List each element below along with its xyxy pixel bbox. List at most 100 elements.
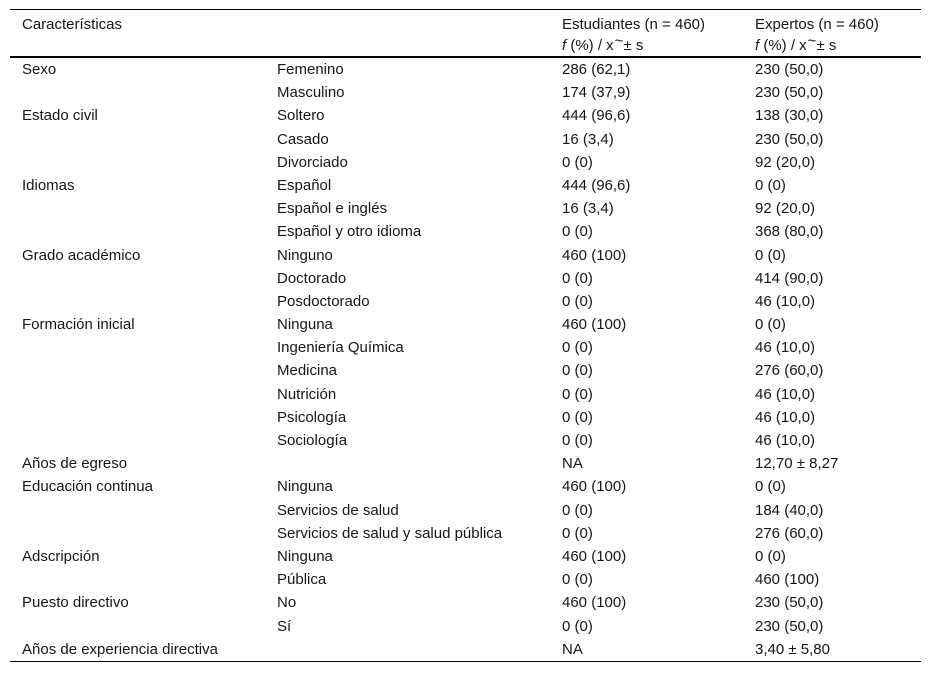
category-cell: Ninguna bbox=[277, 547, 333, 565]
group-label-cell bbox=[10, 336, 277, 359]
group-label-cell bbox=[10, 359, 277, 382]
stat-mean-bar: ~ bbox=[614, 32, 624, 50]
experts-value-cell: 230 (50,0) bbox=[755, 594, 824, 612]
experts-value-cell: 12,70 ± 8,27 bbox=[755, 455, 839, 473]
experts-value-cell: 460 (100) bbox=[755, 571, 820, 589]
students-value-cell: 460 (100) bbox=[562, 594, 627, 612]
students-value-cell: 0 (0) bbox=[562, 432, 593, 449]
table-row: Servicios de salud y salud pública 0 (0) 2… bbox=[10, 522, 921, 545]
stat-mid-text: (%) / x bbox=[759, 37, 807, 54]
category-cell: Casado bbox=[277, 130, 329, 148]
group-label-cell: Idiomas bbox=[22, 176, 75, 194]
students-value-cell: 0 (0) bbox=[562, 339, 593, 357]
students-value-cell: 0 (0) bbox=[562, 501, 593, 519]
experts-value-cell: 46 (10,0) bbox=[755, 408, 816, 426]
table-row: Pública 0 (0) 460 (100) bbox=[10, 568, 921, 591]
experts-value-cell: 92 (20,0) bbox=[755, 200, 816, 218]
column-header-estudiantes: Estudiantes (n = 460) f (%) / x~± s bbox=[562, 10, 755, 58]
header-estudiantes-label: Estudiantes (n = 460) bbox=[562, 16, 706, 33]
category-cell: Español y otro idioma bbox=[277, 223, 422, 241]
students-value-cell: 444 (96,6) bbox=[562, 107, 631, 125]
header-expertos-stat-label: f (%) / x~± s bbox=[755, 33, 921, 56]
students-value-cell: 16 (3,4) bbox=[562, 130, 614, 148]
students-value-cell: 0 (0) bbox=[562, 524, 593, 542]
experts-value-cell: 368 (80,0) bbox=[755, 223, 824, 241]
experts-value-cell: 230 (50,0) bbox=[755, 61, 824, 78]
group-label-cell bbox=[10, 220, 277, 243]
category-cell: Soltero bbox=[277, 107, 325, 125]
group-label-cell: Puesto directivo bbox=[22, 594, 129, 612]
experts-value-cell: 414 (90,0) bbox=[755, 269, 824, 287]
stat-f-symbol: f bbox=[562, 37, 567, 54]
category-cell: Ingeniería Química bbox=[277, 339, 404, 357]
experts-value-cell: 230 (50,0) bbox=[755, 617, 824, 635]
table-row: Masculino 174 (37,9) 230 (50,0) bbox=[10, 81, 921, 104]
group-label-cell bbox=[10, 267, 277, 290]
table-body: Sexo Femenino 286 (62,1) 230 (50,0) Masculin… bbox=[10, 57, 921, 661]
students-value-cell: 0 (0) bbox=[562, 385, 593, 403]
characteristics-table: Características Estudiantes (n = 460) f … bbox=[10, 9, 921, 662]
table-row: Español y otro idioma 0 (0) 368 (80,0) bbox=[10, 220, 921, 243]
students-value-cell: 286 (62,1) bbox=[562, 61, 631, 78]
group-label-cell bbox=[10, 81, 277, 104]
group-label-cell: Años de experiencia directiva bbox=[22, 640, 218, 658]
students-value-cell: 0 (0) bbox=[562, 269, 593, 287]
category-cell: Sociología bbox=[277, 432, 348, 449]
students-value-cell: NA bbox=[562, 640, 583, 658]
table-row: Nutrición 0 (0) 46 (10,0) bbox=[10, 383, 921, 406]
table-row: Casado 16 (3,4) 230 (50,0) bbox=[10, 128, 921, 151]
experts-value-cell: 3,40 ± 5,80 bbox=[755, 640, 830, 658]
group-label-cell bbox=[10, 197, 277, 220]
header-row: Características Estudiantes (n = 460) f … bbox=[10, 10, 921, 58]
group-label-cell bbox=[10, 568, 277, 591]
group-label-cell bbox=[10, 128, 277, 151]
students-value-cell: 0 (0) bbox=[562, 408, 593, 426]
experts-value-cell: 0 (0) bbox=[755, 478, 786, 496]
students-value-cell: 444 (96,6) bbox=[562, 176, 631, 194]
column-header-expertos: Expertos (n = 460) f (%) / x~± s bbox=[755, 10, 921, 58]
table-row: Doctorado 0 (0) 414 (90,0) bbox=[10, 267, 921, 290]
table-row: Psicología 0 (0) 46 (10,0) bbox=[10, 406, 921, 429]
category-cell: Doctorado bbox=[277, 269, 347, 287]
students-value-cell: 0 (0) bbox=[562, 571, 593, 589]
table-row: Posdoctorado 0 (0) 46 (10,0) bbox=[10, 290, 921, 313]
table-row: Puesto directivo No 460 (100) 230 (50,0) bbox=[10, 591, 921, 614]
header-estudiantes-stat-label: f (%) / x~± s bbox=[562, 33, 755, 56]
table-row: Idiomas Español 444 (96,6) 0 (0) bbox=[10, 174, 921, 197]
table-row: Divorciado 0 (0) 92 (20,0) bbox=[10, 151, 921, 174]
stat-mean-bar: ~ bbox=[807, 32, 817, 50]
header-expertos-label: Expertos (n = 460) bbox=[755, 16, 879, 33]
category-cell bbox=[277, 638, 562, 661]
experts-value-cell: 92 (20,0) bbox=[755, 153, 816, 171]
stat-end-text: ± s bbox=[816, 37, 837, 54]
experts-value-cell: 46 (10,0) bbox=[755, 339, 816, 357]
category-cell: Divorciado bbox=[277, 153, 348, 171]
experts-value-cell: 276 (60,0) bbox=[755, 362, 824, 380]
group-label-cell bbox=[10, 290, 277, 313]
stat-f-symbol: f bbox=[755, 37, 760, 54]
category-cell: Pública bbox=[277, 571, 327, 589]
table-row: Años de egreso NA 12,70 ± 8,27 bbox=[10, 452, 921, 475]
category-cell: Español e inglés bbox=[277, 200, 388, 218]
experts-value-cell: 0 (0) bbox=[755, 246, 786, 264]
table-row: Sociología 0 (0) 46 (10,0) bbox=[10, 429, 921, 452]
column-header-category-empty bbox=[277, 10, 562, 58]
students-value-cell: 460 (100) bbox=[562, 547, 627, 565]
header-caracteristicas-label: Características bbox=[22, 16, 123, 33]
data-table: Características Estudiantes (n = 460) f … bbox=[10, 10, 921, 661]
experts-value-cell: 46 (10,0) bbox=[755, 432, 816, 449]
category-cell: Ninguna bbox=[277, 478, 333, 496]
students-value-cell: 0 (0) bbox=[562, 617, 593, 635]
experts-value-cell: 230 (50,0) bbox=[755, 130, 824, 148]
category-cell: Ninguno bbox=[277, 246, 333, 264]
experts-value-cell: 138 (30,0) bbox=[755, 107, 824, 125]
table-row: Sí 0 (0) 230 (50,0) bbox=[10, 615, 921, 638]
category-cell: Nutrición bbox=[277, 385, 337, 403]
experts-value-cell: 0 (0) bbox=[755, 176, 786, 194]
table-row: Adscripción Ninguna 460 (100) 0 (0) bbox=[10, 545, 921, 568]
group-label-cell bbox=[10, 499, 277, 522]
students-value-cell: 16 (3,4) bbox=[562, 200, 614, 218]
category-cell: Servicios de salud y salud pública bbox=[277, 524, 503, 542]
table-row: Estado civil Soltero 444 (96,6) 138 (30,0) bbox=[10, 104, 921, 127]
group-label-cell bbox=[10, 429, 277, 452]
